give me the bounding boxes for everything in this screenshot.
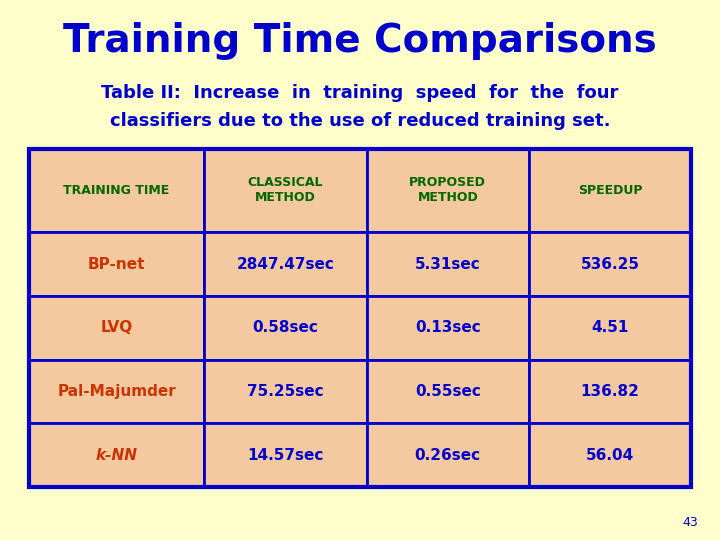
FancyBboxPatch shape <box>204 148 366 232</box>
FancyBboxPatch shape <box>529 360 691 423</box>
FancyBboxPatch shape <box>366 296 529 360</box>
FancyBboxPatch shape <box>204 423 366 487</box>
FancyBboxPatch shape <box>29 296 204 360</box>
Text: 0.55sec: 0.55sec <box>415 384 481 399</box>
Text: k-NN: k-NN <box>96 448 138 463</box>
FancyBboxPatch shape <box>529 423 691 487</box>
FancyBboxPatch shape <box>366 148 529 232</box>
Text: 536.25: 536.25 <box>580 256 639 272</box>
Text: 136.82: 136.82 <box>580 384 639 399</box>
Text: 0.26sec: 0.26sec <box>415 448 481 463</box>
FancyBboxPatch shape <box>29 423 204 487</box>
Text: TRAINING TIME: TRAINING TIME <box>63 184 170 197</box>
Text: 56.04: 56.04 <box>586 448 634 463</box>
Text: Training Time Comparisons: Training Time Comparisons <box>63 22 657 59</box>
FancyBboxPatch shape <box>529 296 691 360</box>
Text: 75.25sec: 75.25sec <box>247 384 324 399</box>
FancyBboxPatch shape <box>204 296 366 360</box>
Text: 2847.47sec: 2847.47sec <box>237 256 334 272</box>
FancyBboxPatch shape <box>366 423 529 487</box>
Text: Table II:  Increase  in  training  speed  for  the  four: Table II: Increase in training speed for… <box>102 84 618 102</box>
Text: 14.57sec: 14.57sec <box>247 448 324 463</box>
FancyBboxPatch shape <box>529 148 691 232</box>
FancyBboxPatch shape <box>366 360 529 423</box>
Text: CLASSICAL
METHOD: CLASSICAL METHOD <box>248 177 323 204</box>
FancyBboxPatch shape <box>29 232 204 296</box>
Text: Pal-Majumder: Pal-Majumder <box>57 384 176 399</box>
Text: classifiers due to the use of reduced training set.: classifiers due to the use of reduced tr… <box>109 112 611 130</box>
Text: PROPOSED
METHOD: PROPOSED METHOD <box>410 177 486 204</box>
FancyBboxPatch shape <box>366 232 529 296</box>
Text: 5.31sec: 5.31sec <box>415 256 481 272</box>
FancyBboxPatch shape <box>29 360 204 423</box>
Text: BP-net: BP-net <box>88 256 145 272</box>
Text: 0.13sec: 0.13sec <box>415 320 481 335</box>
FancyBboxPatch shape <box>529 232 691 296</box>
FancyBboxPatch shape <box>204 232 366 296</box>
Text: 43: 43 <box>683 516 698 529</box>
Text: SPEEDUP: SPEEDUP <box>578 184 642 197</box>
Text: 0.58sec: 0.58sec <box>253 320 318 335</box>
FancyBboxPatch shape <box>29 148 204 232</box>
FancyBboxPatch shape <box>204 360 366 423</box>
Text: 4.51: 4.51 <box>591 320 629 335</box>
Text: LVQ: LVQ <box>101 320 132 335</box>
